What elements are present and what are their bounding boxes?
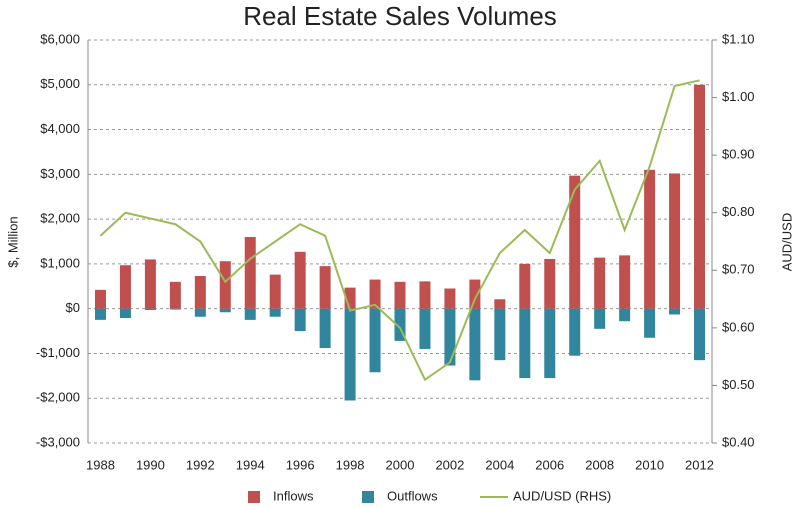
x-tick-label: 2000: [386, 457, 415, 472]
bar: [244, 237, 256, 309]
y2-tick-label: $0.70: [722, 262, 755, 277]
bar: [319, 266, 331, 309]
bar: [669, 173, 681, 309]
bar: [644, 308, 656, 338]
bar: [94, 289, 106, 309]
x-tick-label: 1988: [86, 457, 115, 472]
x-tick-label: 2006: [535, 457, 564, 472]
y-tick-label: -$1,000: [36, 345, 80, 360]
x-tick-label: 1990: [136, 457, 165, 472]
bar: [219, 308, 231, 313]
bar: [369, 279, 381, 309]
bar: [544, 258, 556, 309]
bar: [569, 308, 581, 356]
x-tick-label: 2012: [685, 457, 714, 472]
bar: [194, 275, 206, 309]
x-tick-label: 2010: [635, 457, 664, 472]
bar: [244, 308, 256, 320]
bar: [619, 255, 631, 309]
bar: [519, 308, 531, 379]
y2-tick-label: $0.50: [722, 377, 755, 392]
bar: [394, 308, 406, 341]
y-tick-label: -$3,000: [36, 434, 80, 449]
bar: [269, 274, 281, 309]
bar: [169, 281, 181, 309]
bar: [144, 259, 156, 309]
bar: [694, 84, 706, 309]
y2-tick-label: $1.10: [722, 31, 755, 46]
bar: [419, 308, 431, 349]
bar: [694, 308, 706, 361]
bar: [369, 308, 381, 373]
y2-tick-label: $0.80: [722, 204, 755, 219]
y2-tick-label: $0.60: [722, 319, 755, 334]
chart-title: Real Estate Sales Volumes: [243, 1, 557, 31]
bar: [169, 308, 181, 310]
bar: [494, 299, 506, 309]
legend-label: Outflows: [387, 488, 438, 503]
x-tick-label: 1998: [336, 457, 365, 472]
bar: [119, 265, 131, 309]
bar: [669, 308, 681, 315]
bar: [269, 308, 281, 317]
y2-tick-label: $1.00: [722, 89, 755, 104]
legend-swatch: [248, 491, 260, 503]
bar: [469, 279, 481, 309]
bar: [294, 251, 306, 309]
x-tick-label: 1996: [286, 457, 315, 472]
bar: [419, 281, 431, 309]
bar: [194, 308, 206, 317]
y-tick-label: $2,000: [40, 211, 80, 226]
y-tick-label: $0: [66, 300, 80, 315]
y2-tick-label: $0.40: [722, 434, 755, 449]
y2-tick-label: $0.90: [722, 147, 755, 162]
x-tick-label: 2002: [435, 457, 464, 472]
legend-label: AUD/USD (RHS): [513, 488, 611, 503]
x-tick-label: 2004: [485, 457, 514, 472]
y-tick-label: $6,000: [40, 31, 80, 46]
y-tick-label: $1,000: [40, 255, 80, 270]
legend-label: Inflows: [273, 488, 314, 503]
bar: [344, 308, 356, 401]
bar: [519, 263, 531, 309]
x-tick-label: 1994: [236, 457, 265, 472]
bar: [569, 175, 581, 309]
bar: [619, 308, 631, 322]
bar: [119, 308, 131, 319]
bar: [494, 308, 506, 361]
y-tick-label: $5,000: [40, 76, 80, 91]
bar: [294, 308, 306, 332]
x-tick-label: 2008: [585, 457, 614, 472]
bar: [444, 308, 456, 366]
bar: [344, 287, 356, 309]
bar: [644, 169, 656, 309]
y-axis-label: $, Million: [5, 216, 20, 267]
bar: [219, 261, 231, 309]
bar: [394, 281, 406, 309]
bar: [594, 308, 606, 329]
bar: [144, 308, 156, 311]
y-tick-label: $3,000: [40, 166, 80, 181]
x-tick-label: 1992: [186, 457, 215, 472]
bar: [444, 288, 456, 309]
bar: [94, 308, 106, 320]
y-tick-label: $4,000: [40, 121, 80, 136]
line: [99, 79, 700, 382]
y-tick-label: -$2,000: [36, 390, 80, 405]
bar: [544, 308, 556, 379]
bar: [594, 257, 606, 309]
bar: [319, 308, 331, 349]
legend-swatch: [362, 491, 374, 503]
y2-axis-label: AUD/USD: [779, 213, 794, 272]
bar: [469, 308, 481, 381]
